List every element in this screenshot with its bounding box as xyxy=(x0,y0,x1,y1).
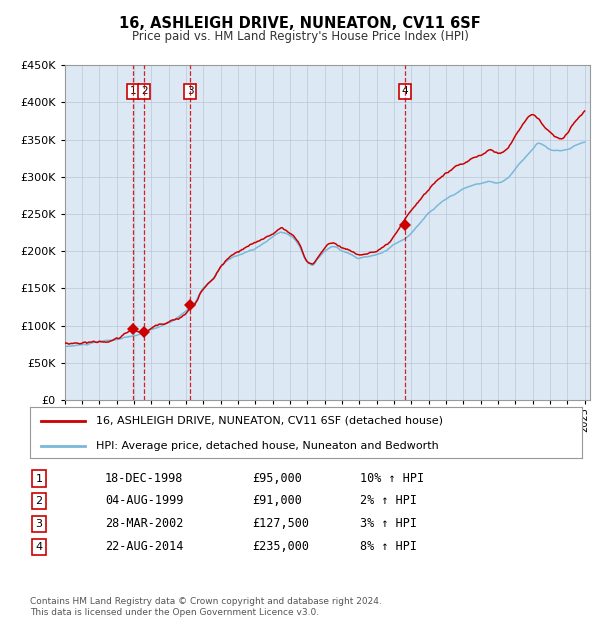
Text: 8% ↑ HPI: 8% ↑ HPI xyxy=(360,541,417,553)
Text: Price paid vs. HM Land Registry's House Price Index (HPI): Price paid vs. HM Land Registry's House … xyxy=(131,30,469,43)
Text: £235,000: £235,000 xyxy=(252,541,309,553)
Text: 18-DEC-1998: 18-DEC-1998 xyxy=(105,472,184,485)
Text: 16, ASHLEIGH DRIVE, NUNEATON, CV11 6SF: 16, ASHLEIGH DRIVE, NUNEATON, CV11 6SF xyxy=(119,16,481,31)
Text: 3: 3 xyxy=(35,519,43,529)
Text: 4: 4 xyxy=(402,86,409,96)
Text: HPI: Average price, detached house, Nuneaton and Bedworth: HPI: Average price, detached house, Nune… xyxy=(96,441,439,451)
Text: 1: 1 xyxy=(130,86,137,96)
Text: 22-AUG-2014: 22-AUG-2014 xyxy=(105,541,184,553)
Text: £91,000: £91,000 xyxy=(252,495,302,507)
Text: 28-MAR-2002: 28-MAR-2002 xyxy=(105,518,184,530)
Text: 2% ↑ HPI: 2% ↑ HPI xyxy=(360,495,417,507)
Text: 2: 2 xyxy=(35,496,43,506)
Text: £127,500: £127,500 xyxy=(252,518,309,530)
Text: 1: 1 xyxy=(35,474,43,484)
Text: 2: 2 xyxy=(141,86,148,96)
Text: 04-AUG-1999: 04-AUG-1999 xyxy=(105,495,184,507)
Text: 3% ↑ HPI: 3% ↑ HPI xyxy=(360,518,417,530)
Text: 3: 3 xyxy=(187,86,194,96)
Text: 16, ASHLEIGH DRIVE, NUNEATON, CV11 6SF (detached house): 16, ASHLEIGH DRIVE, NUNEATON, CV11 6SF (… xyxy=(96,416,443,426)
Text: Contains HM Land Registry data © Crown copyright and database right 2024.
This d: Contains HM Land Registry data © Crown c… xyxy=(30,598,382,617)
Text: 4: 4 xyxy=(35,542,43,552)
Text: £95,000: £95,000 xyxy=(252,472,302,485)
Text: 10% ↑ HPI: 10% ↑ HPI xyxy=(360,472,424,485)
